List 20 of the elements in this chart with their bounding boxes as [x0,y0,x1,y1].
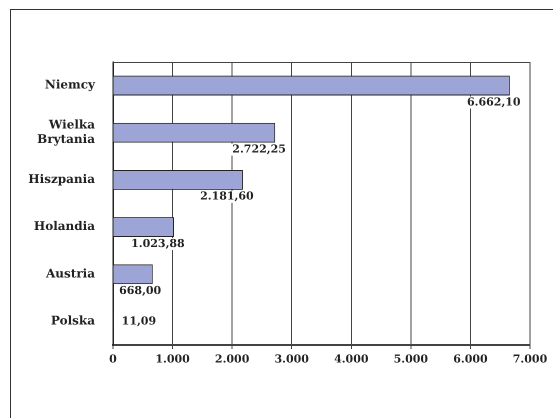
data-label: 2.722,25 [232,142,286,156]
x-tick-label: 5.000 [394,352,428,366]
y-tick-label: Niemcy [44,78,96,92]
y-tick-label: Wielka Brytania [37,118,96,146]
data-label: 6.662,10 [467,95,521,108]
data-label: 2.181,60 [200,190,254,203]
x-tick-label: 2.000 [214,352,250,366]
y-tick-label: Polska [50,314,96,328]
x-tick-label: 0 [109,352,118,366]
x-tick-label: 7.000 [512,352,548,366]
x-tick-label: 6.000 [453,352,488,366]
data-label: 668,00 [119,284,162,298]
data-label: 11,09 [122,314,156,328]
x-tick-label: 3.000 [274,352,310,366]
x-tick-label: 4.000 [334,352,369,366]
data-label: 1.023,88 [131,236,186,250]
y-tick-label: Hiszpania [28,172,96,186]
x-tick-label: 1.000 [155,352,190,366]
y-tick-label: Austria [45,266,96,280]
y-tick-label: Holandia [34,219,96,234]
